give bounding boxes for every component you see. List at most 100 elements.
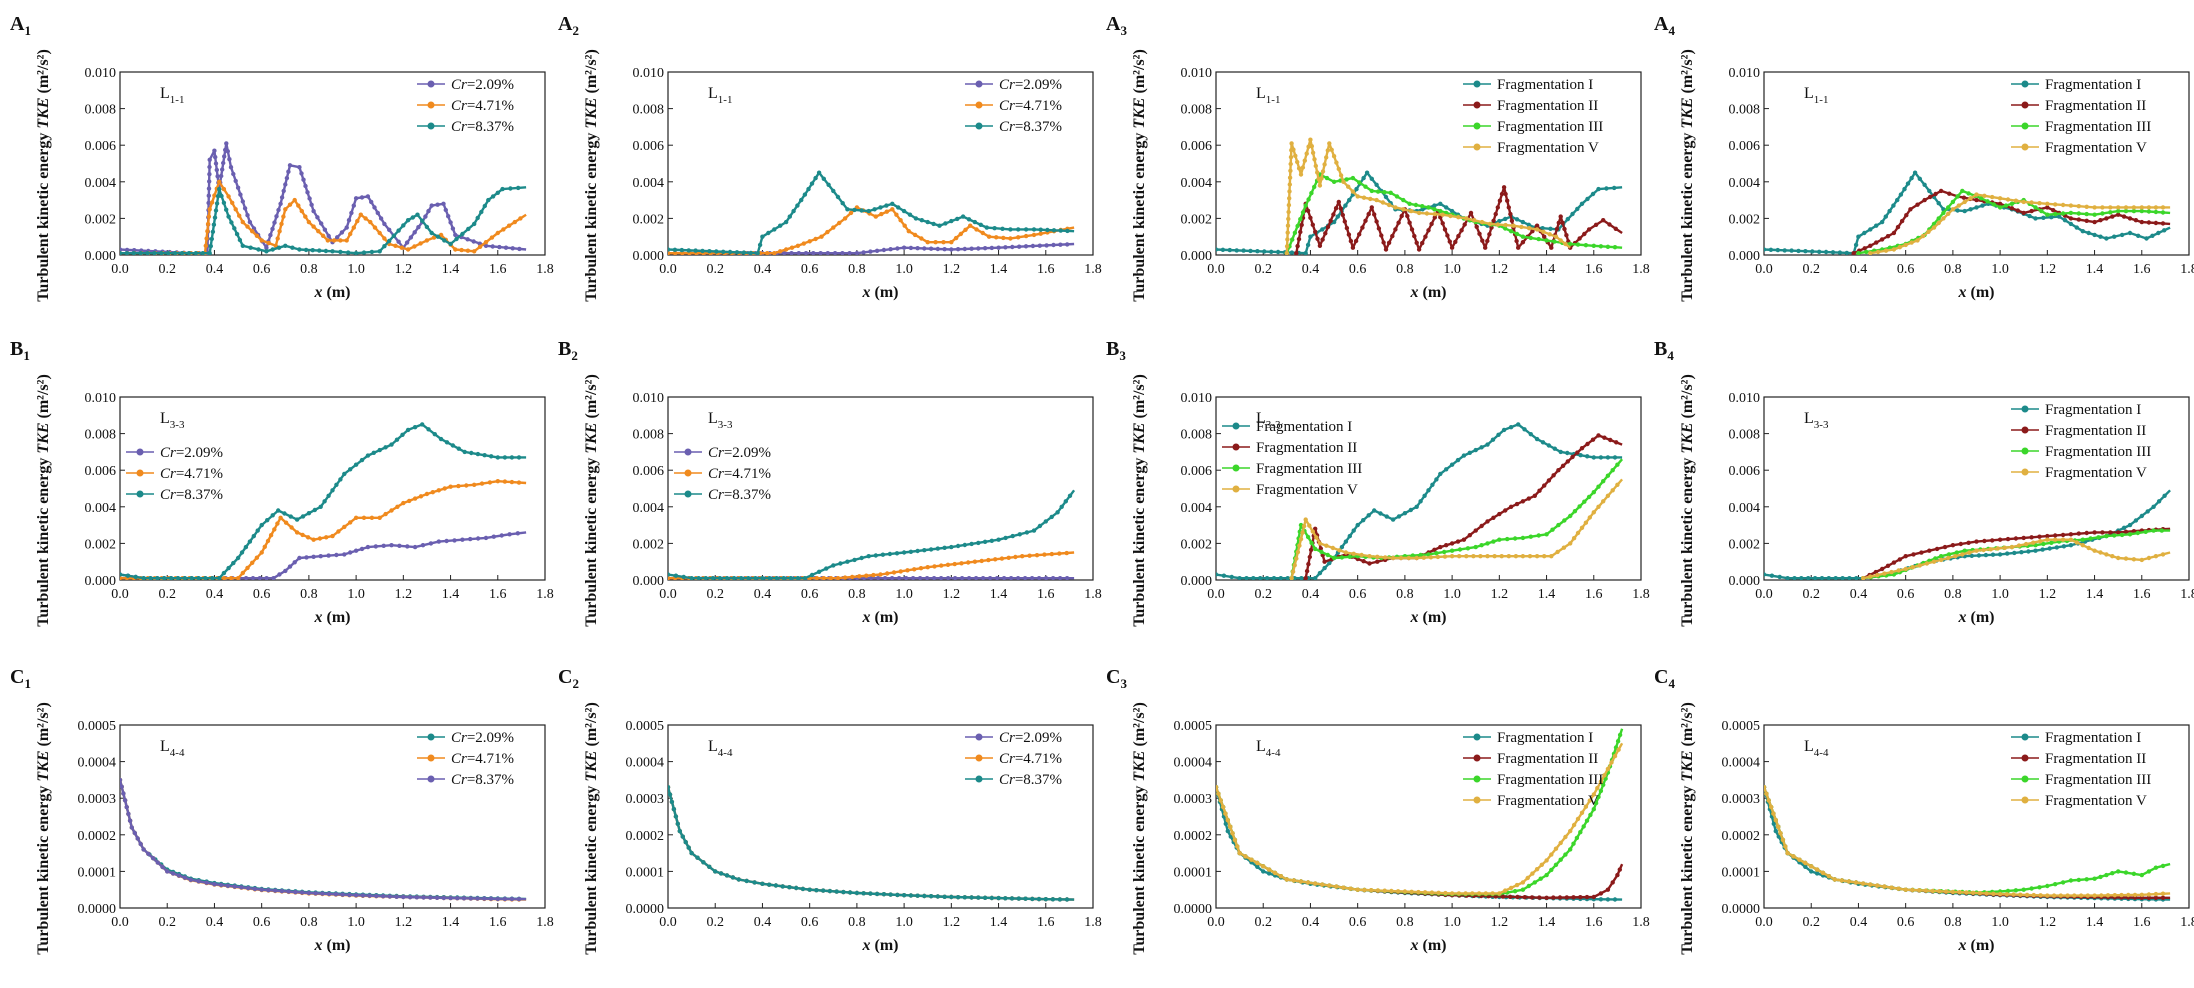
series-point (466, 226, 471, 232)
series-point (2037, 534, 2042, 539)
series-point (469, 450, 474, 456)
series-point (1591, 490, 1597, 495)
series-point (1495, 222, 1501, 227)
series-point (1896, 568, 1901, 573)
series-point (240, 199, 245, 204)
series-point (1917, 563, 1923, 568)
series-point (1500, 894, 1506, 899)
series-point (1839, 878, 1845, 883)
series-point (175, 576, 181, 580)
series-point (1037, 523, 1043, 529)
legend-marker (427, 754, 435, 762)
series-point (1320, 169, 1326, 174)
series-point (462, 449, 467, 455)
series-point (2033, 216, 2038, 221)
series-point (1997, 891, 2003, 897)
series-point (2139, 205, 2144, 210)
series-point (1844, 250, 1849, 255)
series-point (1879, 219, 1885, 225)
series-group (120, 777, 527, 902)
series-point (240, 219, 245, 225)
y-tick-label: 0.008 (85, 428, 117, 443)
series-point (1064, 576, 1070, 580)
series-point (2076, 217, 2081, 222)
series-point (1044, 243, 1049, 248)
series-point (1539, 862, 1545, 867)
series-line (668, 786, 1075, 901)
series-point (2092, 876, 2097, 881)
series-point (395, 504, 400, 509)
series-point (1955, 194, 1960, 199)
series-point (925, 565, 930, 570)
series-point (2139, 219, 2144, 225)
x-tick-label: 0.8 (300, 262, 318, 277)
legend-value: =8.37% (1015, 119, 1062, 135)
x-axis-unit: (m) (871, 284, 899, 301)
series-point (1575, 530, 1581, 536)
series-point (1874, 240, 1879, 245)
series-point (353, 196, 359, 201)
series-point (1287, 189, 1292, 194)
x-tick-label: 1.6 (489, 915, 507, 930)
series-point (841, 889, 846, 895)
series-point (2031, 540, 2036, 545)
series-point (207, 172, 212, 177)
x-tick-label: 1.8 (536, 587, 554, 602)
series-point (871, 572, 876, 578)
series-point (219, 173, 224, 179)
series-point (1988, 547, 1993, 552)
series-point (1534, 223, 1540, 228)
y-axis-unit: (m²/s²) (35, 49, 52, 97)
legend-marker (427, 775, 435, 783)
series-point (1424, 211, 1430, 216)
y-tick-label: 0.010 (633, 66, 665, 81)
series-point (2080, 229, 2085, 234)
series-point (1612, 245, 1618, 250)
series-point (2156, 499, 2162, 504)
series-point (1896, 886, 1901, 891)
series-point (714, 249, 719, 254)
series-point (1875, 249, 1881, 255)
series-point (1938, 188, 1944, 194)
series-point (120, 572, 123, 577)
series-point (1479, 219, 1485, 225)
series-point (813, 175, 818, 181)
x-axis-var: x (314, 284, 323, 301)
series-point (1570, 211, 1575, 217)
series-point (1612, 185, 1617, 191)
series-point (1579, 446, 1585, 451)
series-point (210, 229, 216, 234)
series-point (1223, 821, 1229, 826)
series-point (1278, 576, 1283, 580)
panel-label: A3 (1106, 13, 1127, 38)
x-tick-label: 1.0 (895, 587, 913, 602)
series-point (1904, 213, 1909, 218)
series-point (1615, 739, 1621, 744)
series-point (1473, 447, 1478, 453)
x-tick-label: 1.6 (2133, 587, 2151, 602)
series-point (367, 893, 372, 898)
y-tick-label: 0.0003 (78, 792, 117, 807)
series-point (668, 572, 671, 577)
series-point (351, 203, 356, 208)
series-point (2038, 539, 2043, 544)
series-point (207, 251, 212, 255)
series-point (816, 569, 822, 574)
series-point (217, 576, 222, 580)
series-point (1284, 877, 1290, 882)
series-point (1773, 818, 1779, 823)
y-axis-var: TKE (1679, 422, 1696, 453)
x-axis-var: x (1958, 937, 1967, 954)
x-tick-label: 1.8 (1632, 262, 1650, 277)
series-point (1615, 462, 1620, 467)
series-point (1776, 824, 1781, 829)
series-point (894, 212, 899, 217)
series-point (1289, 250, 1295, 255)
legend-marker (975, 80, 983, 88)
y-axis-var: TKE (35, 97, 52, 128)
series-point (789, 251, 794, 255)
series-point (322, 227, 328, 232)
series-point (1399, 213, 1404, 219)
x-tick-label: 0.2 (706, 587, 724, 602)
series-point (1295, 243, 1300, 249)
